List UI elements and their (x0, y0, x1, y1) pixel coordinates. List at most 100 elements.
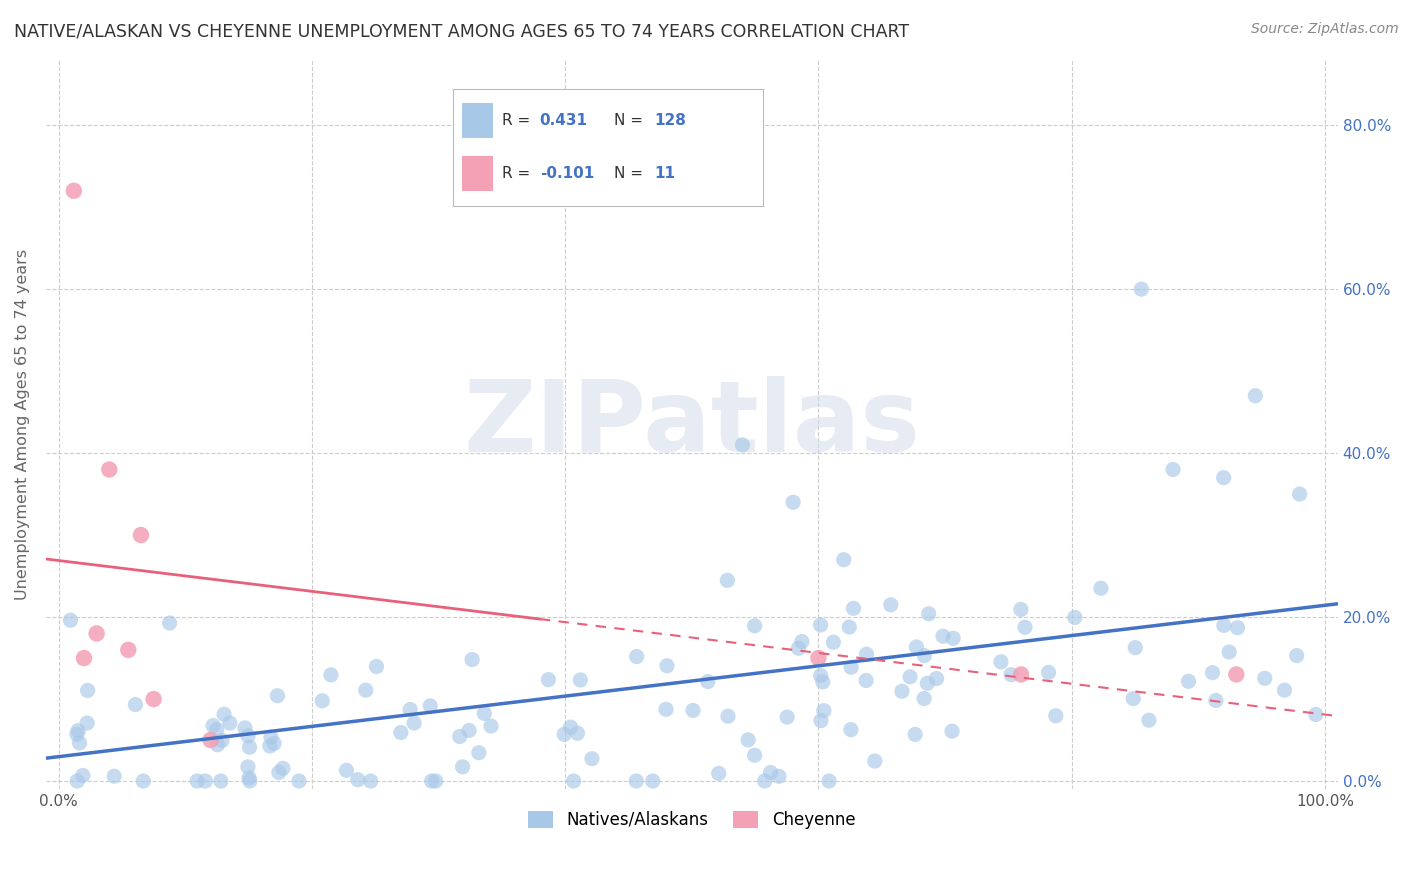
Point (1201, 665, 1223, 680)
Point (399, 702, 422, 716)
Point (142, 692, 165, 706)
Point (807, 651, 830, 665)
Point (787, 641, 810, 656)
Point (1205, 693, 1227, 707)
Point (194, 774, 217, 789)
Point (66, 774, 89, 789)
Point (419, 698, 441, 713)
Point (855, 647, 877, 661)
Point (754, 774, 776, 789)
Text: NATIVE/ALASKAN VS CHEYENNE UNEMPLOYMENT AMONG AGES 65 TO 74 YEARS CORRELATION CH: NATIVE/ALASKAN VS CHEYENNE UNEMPLOYMENT … (14, 22, 910, 40)
Point (67, 723, 90, 738)
Point (129, 528, 152, 542)
Point (682, 703, 704, 717)
Point (744, 619, 766, 633)
Point (267, 765, 290, 780)
Point (782, 495, 804, 509)
Text: ZIPatlas: ZIPatlas (464, 376, 921, 473)
Point (717, 709, 740, 723)
Point (1212, 618, 1234, 632)
Point (1285, 648, 1308, 663)
Point (207, 738, 229, 752)
Point (898, 670, 921, 684)
Point (942, 632, 965, 646)
Point (266, 689, 288, 703)
Point (479, 719, 502, 733)
Point (103, 769, 125, 783)
Point (209, 774, 232, 789)
Point (716, 574, 738, 588)
Point (776, 710, 799, 724)
Point (271, 761, 294, 775)
Point (335, 764, 357, 778)
Point (941, 724, 963, 739)
Point (1010, 602, 1032, 616)
Point (818, 774, 841, 789)
Point (917, 676, 939, 690)
Point (1288, 487, 1310, 501)
Point (76, 716, 98, 731)
Point (905, 640, 928, 654)
Point (1254, 671, 1277, 685)
Point (468, 746, 491, 760)
Point (1045, 708, 1067, 723)
Point (461, 652, 484, 666)
Point (912, 691, 935, 706)
Point (810, 714, 832, 728)
Point (737, 732, 759, 747)
Point (260, 730, 283, 744)
Point (404, 716, 426, 731)
Point (1014, 620, 1036, 634)
Point (932, 629, 955, 643)
Point (259, 739, 281, 753)
Point (633, 184, 655, 198)
Point (212, 707, 235, 722)
Point (233, 721, 256, 735)
Point (63, 184, 86, 198)
Point (73, 651, 96, 665)
Point (925, 672, 948, 686)
Point (458, 723, 481, 738)
Point (263, 736, 285, 750)
Point (990, 655, 1012, 669)
Point (626, 649, 648, 664)
Point (1177, 674, 1199, 689)
Point (731, 438, 754, 452)
Point (1305, 707, 1327, 722)
Point (66, 727, 89, 741)
Point (581, 752, 603, 766)
Y-axis label: Unemployment Among Ages 65 to 74 years: Unemployment Among Ages 65 to 74 years (15, 249, 30, 600)
Point (69, 736, 91, 750)
Point (1226, 621, 1249, 635)
Point (200, 733, 222, 747)
Point (810, 668, 832, 682)
Point (132, 774, 155, 789)
Point (759, 765, 782, 780)
Point (159, 615, 181, 630)
Point (425, 774, 447, 789)
Point (1064, 610, 1087, 624)
Point (1000, 667, 1022, 681)
Point (832, 552, 855, 566)
Point (238, 740, 260, 755)
Point (354, 683, 377, 698)
Point (236, 760, 259, 774)
Point (124, 698, 146, 712)
Point (880, 598, 903, 612)
Point (813, 704, 835, 718)
Point (72, 768, 94, 782)
Point (117, 643, 139, 657)
Point (567, 726, 589, 740)
Point (449, 730, 471, 744)
Point (744, 748, 766, 763)
Point (1161, 462, 1184, 476)
Point (655, 658, 678, 673)
Legend: Natives/Alaskans, Cheyenne: Natives/Alaskans, Cheyenne (522, 804, 862, 836)
Point (569, 673, 592, 687)
Point (810, 618, 832, 632)
Point (1212, 471, 1234, 485)
Point (1038, 665, 1060, 680)
Point (624, 774, 647, 789)
Point (1244, 389, 1267, 403)
Point (537, 673, 560, 687)
